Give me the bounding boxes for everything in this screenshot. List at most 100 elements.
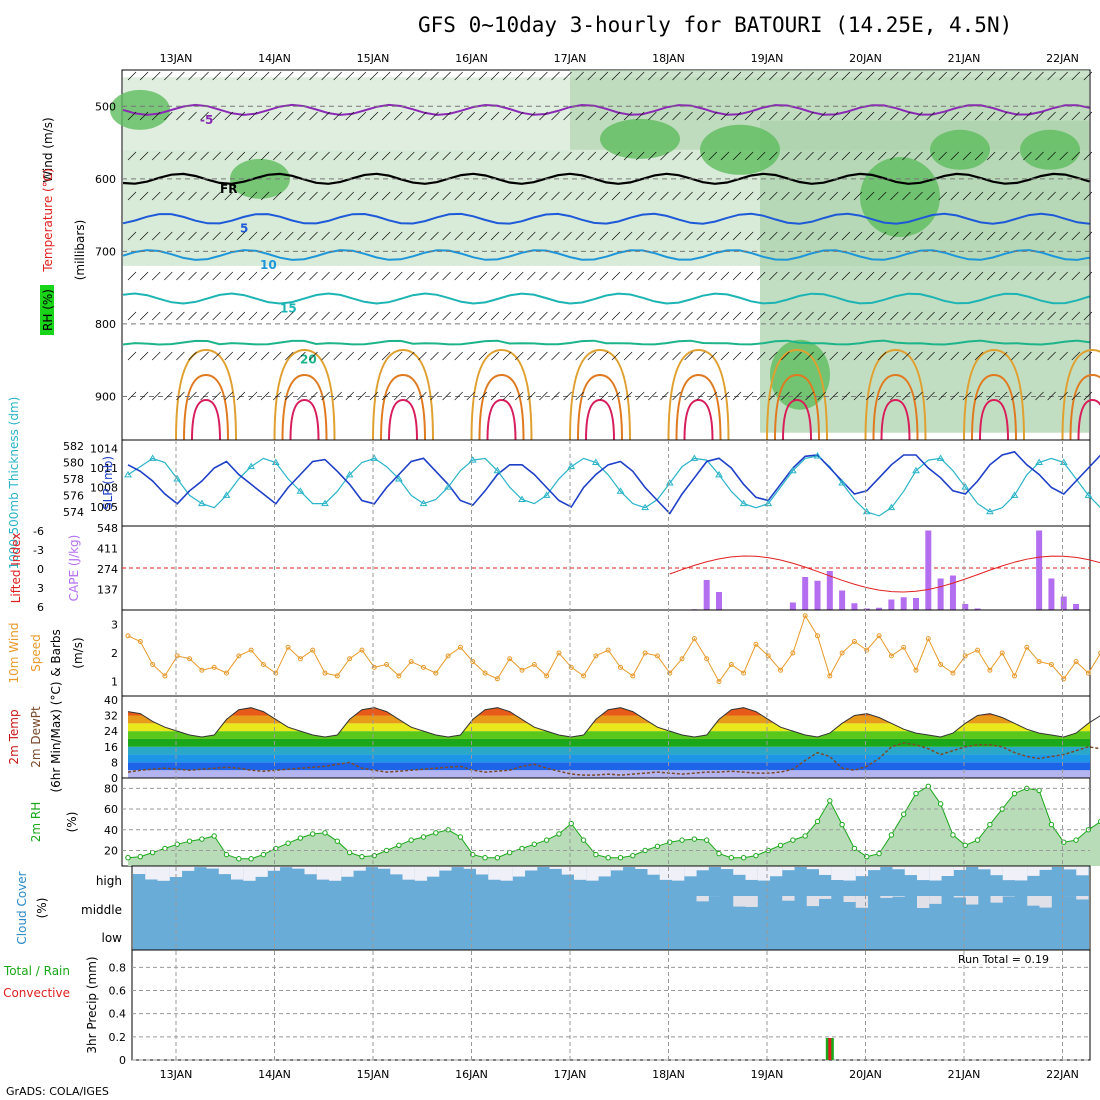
wind-barb xyxy=(744,191,754,201)
wind-barb xyxy=(587,231,597,241)
wind-barb xyxy=(321,271,330,281)
warm-contour xyxy=(380,373,426,441)
wind-barb xyxy=(514,191,524,201)
cloud-high-gap xyxy=(929,867,942,881)
rh-point xyxy=(420,834,427,840)
wind-barb xyxy=(914,111,923,121)
y-tick-label: 900 xyxy=(95,390,116,403)
precip-tick: 0.6 xyxy=(109,985,127,998)
wind-barb xyxy=(708,271,718,281)
wind-barb xyxy=(1011,151,1020,161)
slp-line xyxy=(127,450,1100,515)
wind-barb xyxy=(224,111,234,121)
wind-barb xyxy=(127,111,137,121)
rh-point xyxy=(199,836,205,842)
wind-barb xyxy=(1047,191,1056,201)
wind-barb xyxy=(272,191,282,201)
wind-barb xyxy=(466,231,476,241)
thickness-tick: 580 xyxy=(63,457,84,470)
slp-tick: 1008 xyxy=(90,482,118,495)
wind-barb xyxy=(732,111,742,121)
wind-barb xyxy=(224,351,234,361)
date-label-top: 22JAN xyxy=(1046,52,1079,65)
wind-barb xyxy=(563,191,572,201)
wind-barb xyxy=(539,311,548,321)
wind-barb xyxy=(139,231,149,241)
rh-shading-patch xyxy=(110,89,170,130)
wind-barb xyxy=(321,391,330,401)
cape-tick: 548 xyxy=(97,522,118,535)
thickness-point xyxy=(444,483,453,490)
wind-barb xyxy=(817,231,826,241)
slp-tick: 1014 xyxy=(90,443,118,456)
wind-speed-point xyxy=(728,661,734,667)
wind-barb xyxy=(454,351,463,361)
precip-convective-bar xyxy=(828,1038,832,1060)
wind-speed-point xyxy=(457,644,463,650)
wind-barb xyxy=(744,151,754,161)
wind-barb xyxy=(357,71,367,81)
thickness-point xyxy=(690,454,699,461)
wind-barb xyxy=(648,311,657,321)
wind-barb xyxy=(272,231,282,241)
wind-barb xyxy=(974,271,984,281)
cloud-high-gap xyxy=(757,867,771,881)
run-total: Run Total = 0.19 xyxy=(958,953,1049,966)
thickness-tick: 574 xyxy=(63,506,84,519)
rh-point xyxy=(691,836,698,842)
wind-barb xyxy=(381,231,391,241)
wind-barb xyxy=(333,111,342,121)
wind-barb xyxy=(914,311,923,321)
wind-barb xyxy=(853,71,863,81)
wind-barb xyxy=(309,191,318,201)
wind-barb xyxy=(998,111,1008,121)
wind-speed-point xyxy=(741,670,747,676)
wind-barb xyxy=(853,111,863,121)
wind-barb xyxy=(998,151,1008,161)
wind-barb xyxy=(587,111,597,121)
wind-speed-point xyxy=(433,670,439,676)
wind-barb xyxy=(672,311,681,321)
wind-barb xyxy=(926,151,935,161)
warm-contour xyxy=(864,348,927,441)
wind-barb xyxy=(1047,271,1056,281)
label-cloud: Cloud Cover xyxy=(15,871,29,944)
wind-barb xyxy=(648,231,657,241)
rh-point xyxy=(322,830,328,836)
cloud-high-gap xyxy=(525,867,538,871)
wind-speed-point xyxy=(605,647,611,653)
wind-barb xyxy=(756,231,766,241)
rh-point xyxy=(1073,837,1079,843)
wind-barb xyxy=(902,111,911,121)
rh-point xyxy=(359,853,365,860)
wind-barb xyxy=(1083,271,1093,281)
wind-barb xyxy=(817,111,826,121)
rh-shading-patch xyxy=(700,124,780,175)
wind-barb xyxy=(769,311,778,321)
wind-barb xyxy=(587,71,597,81)
wind-barb xyxy=(466,351,476,361)
wind-barb xyxy=(357,311,367,321)
wind-barb xyxy=(127,391,137,401)
rh-point xyxy=(236,856,242,862)
date-label-top: 17JAN xyxy=(554,52,587,65)
wind-barb xyxy=(466,311,476,321)
wind-barb xyxy=(236,351,246,361)
wind-barb xyxy=(793,151,802,161)
wind-barb xyxy=(1035,391,1044,401)
rh-point xyxy=(285,840,291,846)
rh-point xyxy=(211,833,217,839)
wind-barb xyxy=(418,71,427,81)
wind-barb xyxy=(127,231,137,241)
wind-barb xyxy=(648,151,657,161)
wind-barb xyxy=(635,151,645,161)
thickness-point xyxy=(493,466,502,474)
wind-barb xyxy=(865,151,875,161)
wind-barb xyxy=(551,71,560,81)
wind-barb xyxy=(430,391,439,401)
wind-barb xyxy=(236,271,246,281)
wind-barb xyxy=(623,391,633,401)
wind-barb xyxy=(151,391,161,401)
wind-barb xyxy=(369,271,379,281)
date-label-bottom: 14JAN xyxy=(258,1068,291,1081)
